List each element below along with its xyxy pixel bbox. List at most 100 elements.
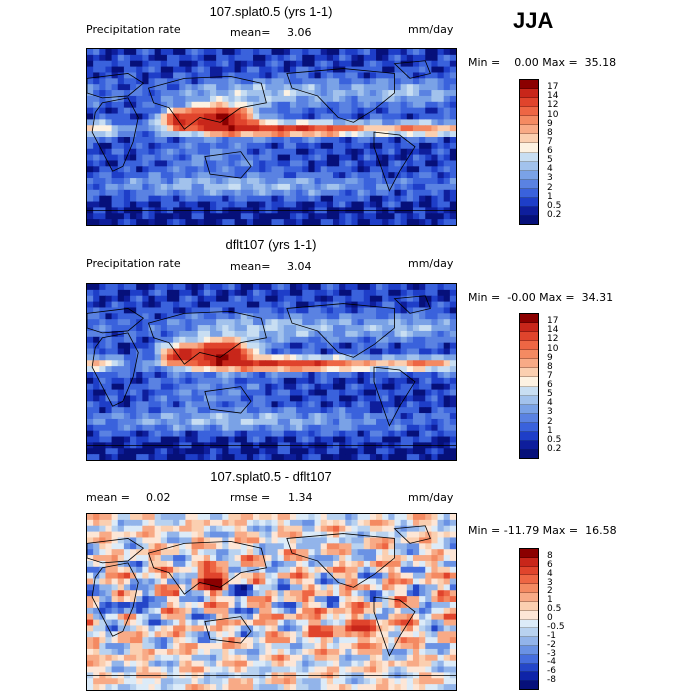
map-cell (130, 448, 137, 455)
map-cell (388, 413, 396, 420)
map-cell (265, 195, 273, 203)
map-cell (345, 131, 352, 138)
map-cell (136, 360, 143, 367)
map-cell (437, 189, 445, 197)
map-cell (283, 72, 291, 79)
map-cell (234, 131, 242, 138)
colorbar-box (520, 116, 538, 126)
map-cell (296, 330, 303, 338)
map-cell (265, 436, 273, 443)
map-cell (437, 148, 445, 156)
map-cell (253, 189, 260, 197)
map-cell (406, 555, 414, 562)
map-cell (449, 549, 457, 556)
map-cell (425, 572, 432, 580)
map-cell (148, 448, 156, 455)
map-cell (160, 72, 168, 79)
map-cell (283, 336, 291, 344)
map-cell (210, 525, 217, 533)
map-cell (240, 148, 248, 156)
map-cell (369, 584, 377, 591)
map-cell (412, 219, 420, 226)
map-cell (308, 372, 316, 379)
map-cell (333, 301, 340, 308)
map-cell (412, 514, 420, 521)
map-cell (216, 383, 223, 391)
map-cell (203, 72, 211, 79)
map-cell (271, 137, 279, 144)
map-cell (289, 125, 297, 132)
map-cell (339, 313, 346, 320)
map-cell (173, 560, 180, 568)
map-cell (203, 607, 211, 615)
map-cell (271, 284, 279, 291)
map-cell (240, 525, 248, 533)
map-cell (437, 531, 445, 538)
map-cell (283, 525, 291, 533)
map-cell (320, 436, 328, 443)
map-cell (302, 354, 309, 361)
map-cell (185, 60, 193, 68)
map-cell (130, 519, 137, 527)
map-cell (179, 637, 186, 644)
map-cell (160, 549, 168, 556)
map-cell (173, 377, 180, 385)
map-cell (87, 395, 94, 402)
map-cell (412, 383, 420, 391)
map-cell (142, 284, 150, 291)
map-cell (345, 537, 352, 544)
map-cell (154, 172, 162, 179)
map-cell (412, 172, 420, 179)
map-cell (351, 525, 359, 533)
map-cell (222, 395, 229, 402)
map-cell (93, 295, 100, 303)
map-cell (449, 166, 457, 173)
map-cell (376, 560, 383, 568)
map-cell (203, 201, 211, 208)
map-cell (277, 531, 285, 538)
map-cell (160, 54, 168, 62)
map-cell (160, 383, 168, 391)
map-cell (234, 195, 242, 203)
map-cell (345, 295, 352, 303)
map-cell (406, 560, 414, 568)
map-cell (431, 295, 439, 303)
map-cell (166, 372, 174, 379)
map-cell (419, 590, 426, 597)
map-cell (363, 154, 371, 161)
map-cell (271, 377, 279, 385)
map-cell (240, 395, 248, 402)
map-cell (154, 301, 162, 308)
map-cell (142, 195, 150, 203)
map-cell (376, 584, 383, 591)
map-cell (203, 195, 211, 203)
map-cell (363, 342, 371, 350)
map-cell (160, 514, 168, 521)
map-cell (246, 389, 254, 396)
map-cell (222, 424, 229, 432)
map-cell (210, 372, 217, 379)
map-cell (105, 596, 113, 603)
map-cell (308, 401, 316, 408)
map-cell (425, 60, 432, 68)
map-cell (154, 584, 162, 591)
map-cell (314, 125, 322, 132)
map-cell (203, 637, 211, 644)
map-cell (87, 325, 94, 332)
map-cell (216, 590, 223, 597)
map-cell (357, 284, 365, 291)
map-cell (99, 637, 106, 644)
map-cell (166, 543, 174, 550)
map-cell (265, 284, 273, 291)
colorbar-box (520, 341, 538, 351)
map-cell (449, 78, 457, 85)
map-cell (382, 613, 389, 621)
map-cell (400, 424, 408, 432)
colorbar-box (520, 179, 538, 189)
map-cell (443, 131, 451, 138)
map-cell (271, 213, 279, 220)
map-cell (302, 619, 309, 626)
map-cell (437, 413, 445, 420)
map-cell (240, 284, 248, 291)
map-cell (99, 584, 106, 591)
